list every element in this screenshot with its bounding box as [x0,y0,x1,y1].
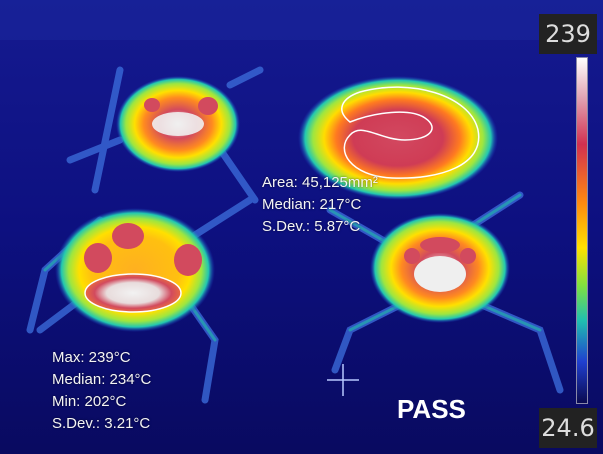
sdev-text: S.Dev.: 3.21°C [52,415,151,432]
scale-max-label: 239 [539,14,597,54]
min-text: Min: 202°C [52,393,127,410]
sdev-text: S.Dev.: 5.87°C [262,218,361,235]
annotation-top-right: Area: 45,125mm² Median: 217°C S.Dev.: 5.… [262,172,378,238]
status-pass-label: PASS [397,394,466,424]
annotation-bottom-left: Max: 239°C Median: 234°C Min: 202°C S.De… [52,347,151,435]
scale-min-label: 24.6 [539,408,597,448]
roi-outline-top-right [341,86,480,179]
crosshair-icon [327,364,359,396]
median-text: Median: 217°C [262,196,362,213]
temperature-colorbar [576,57,588,404]
roi-outline-bottom-left [84,273,182,313]
median-text: Median: 234°C [52,371,152,388]
max-text: Max: 239°C [52,349,131,366]
area-text: Area: 45,125mm² [262,174,378,191]
